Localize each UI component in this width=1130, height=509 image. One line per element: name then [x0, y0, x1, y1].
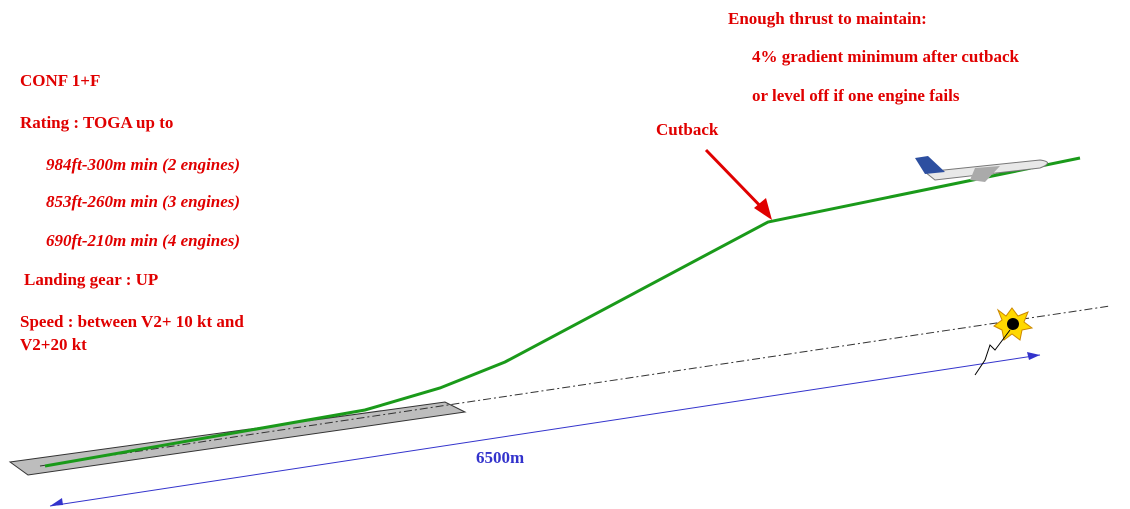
- label: 984ft-300m min (2 engines): [46, 155, 240, 174]
- distance-label: 6500m: [476, 448, 524, 467]
- label: Enough thrust to maintain:: [728, 9, 927, 28]
- label: V2+20 kt: [20, 335, 87, 354]
- climb-path: [44, 156, 1081, 468]
- label: 853ft-260m min (3 engines): [46, 192, 240, 211]
- label: 4% gradient minimum after cutback: [752, 47, 1019, 66]
- aircraft: [915, 156, 1048, 182]
- arrow-head: [754, 198, 772, 220]
- ground-line: [39, 305, 1111, 467]
- label: or level off if one engine fails: [752, 86, 960, 105]
- runway: [8, 401, 467, 476]
- label: Speed : between V2+ 10 kt and: [20, 312, 244, 331]
- label: CONF 1+F: [20, 71, 100, 90]
- label: 690ft-210m min (4 engines): [46, 231, 240, 250]
- label: Cutback: [656, 120, 719, 139]
- arrow-head: [50, 498, 63, 506]
- cutback-arrow: [704, 148, 768, 214]
- arrow-head: [1027, 352, 1040, 360]
- label: Landing gear : UP: [24, 270, 158, 289]
- distance-arrow: [49, 354, 1041, 507]
- engine-failure-symbol: [974, 307, 1034, 376]
- label: Rating : TOGA up to: [20, 113, 173, 132]
